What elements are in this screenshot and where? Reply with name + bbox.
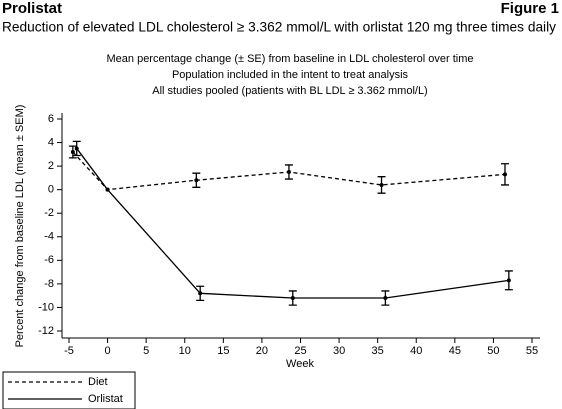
y-tick-label: -10	[38, 301, 54, 313]
y-tick-label: 2	[48, 160, 54, 172]
data-point	[383, 296, 388, 301]
chart-title: Population included in the intent to tre…	[172, 69, 409, 81]
y-tick-label: -4	[44, 231, 54, 243]
data-point	[198, 291, 203, 296]
data-point	[502, 172, 507, 177]
legend-label: Diet	[88, 376, 108, 388]
x-tick-label: 40	[410, 345, 422, 357]
y-tick-label: 6	[48, 113, 54, 125]
data-point	[286, 170, 291, 174]
chart-title: Mean percentage change (± SE) from basel…	[107, 53, 474, 65]
x-tick-label: 55	[526, 345, 538, 357]
header-right: Figure 1	[501, 0, 559, 17]
data-point	[194, 178, 199, 183]
x-axis-label: Week	[286, 358, 314, 370]
legend-box	[2, 371, 136, 409]
y-tick-label: 0	[48, 184, 54, 196]
data-point	[290, 296, 295, 301]
series-line	[72, 151, 506, 191]
x-tick-label: 15	[217, 345, 229, 357]
x-tick-label: 25	[294, 345, 306, 357]
y-tick-label: -12	[38, 325, 54, 337]
data-point	[74, 146, 79, 151]
data-point	[105, 187, 110, 192]
header-left: Prolistat	[2, 0, 62, 17]
y-tick-label: 4	[48, 136, 54, 148]
x-tick-label: 10	[179, 345, 191, 357]
x-tick-label: 35	[372, 345, 384, 357]
x-tick-label: 30	[333, 345, 345, 357]
data-point	[70, 149, 75, 154]
x-tick-label: 5	[143, 345, 149, 357]
y-tick-label: -6	[44, 254, 54, 266]
y-axis-label: Percent change from baseline LDL (mean ±…	[14, 105, 26, 348]
y-tick-label: -2	[44, 207, 54, 219]
x-tick-label: 0	[105, 345, 111, 357]
x-tick-label: 45	[449, 345, 461, 357]
x-tick-label: -5	[64, 345, 74, 357]
x-tick-label: 20	[256, 345, 268, 357]
series-line	[76, 148, 509, 299]
legend-label: Orlistat	[88, 393, 123, 405]
x-tick-label: 50	[487, 345, 499, 357]
subtitle: Reduction of elevated LDL cholesterol ≥ …	[2, 19, 556, 35]
y-tick-label: -8	[44, 278, 54, 290]
chart-title: All studies pooled (patients with BL LDL…	[152, 85, 427, 97]
data-point	[506, 278, 511, 283]
data-point	[379, 182, 384, 187]
